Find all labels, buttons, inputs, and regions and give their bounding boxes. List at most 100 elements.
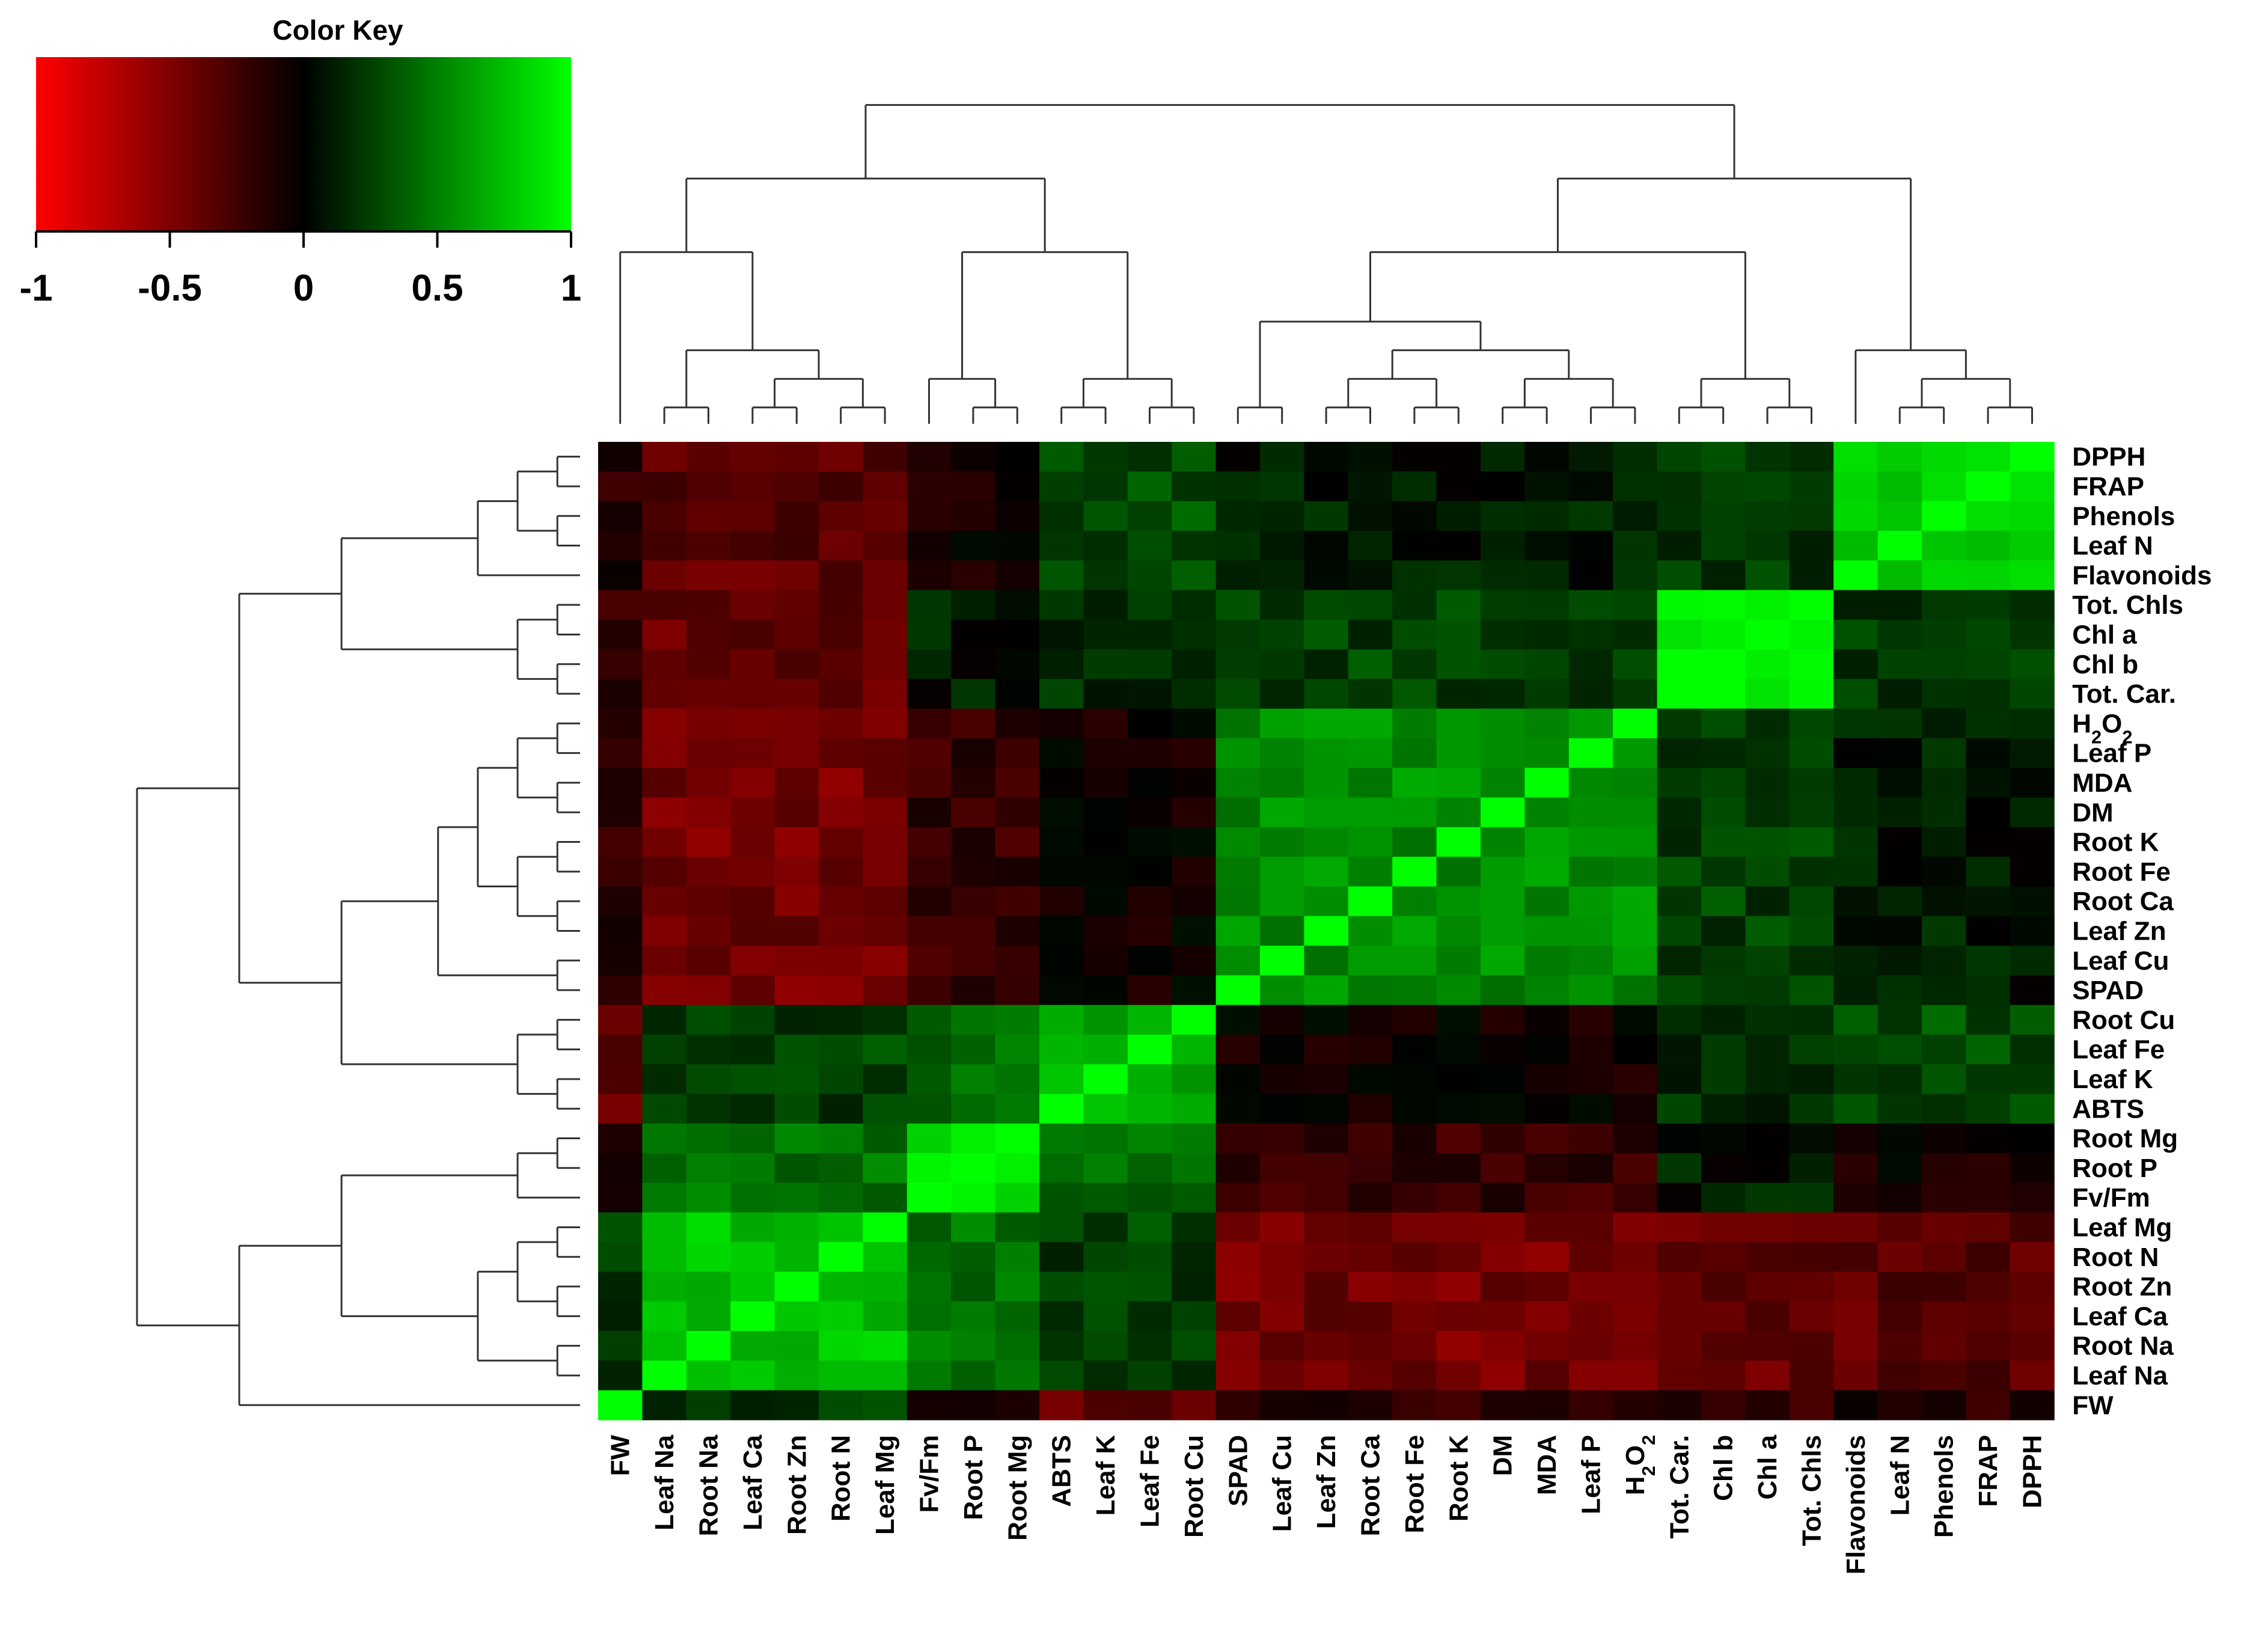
heatmap-cell	[1127, 501, 1172, 531]
heatmap-cell	[2010, 590, 2055, 620]
heatmap-cell	[1481, 649, 1525, 679]
heatmap-cell	[1215, 1271, 1261, 1302]
heatmap-cell	[995, 1360, 1040, 1391]
heatmap-cell	[1304, 1153, 1349, 1184]
heatmap-cell	[1613, 1331, 1658, 1361]
heatmap-cell	[1172, 1123, 1217, 1154]
heatmap-cell	[1215, 797, 1261, 828]
column-label: Root Fe	[1400, 1435, 1429, 1534]
heatmap-cell	[1568, 590, 1613, 620]
heatmap-cell	[1260, 708, 1304, 739]
heatmap-cell	[1613, 797, 1658, 828]
heatmap-cell	[1568, 1331, 1613, 1361]
heatmap-cell	[1966, 1035, 2011, 1065]
heatmap-cell	[1657, 1242, 1702, 1272]
heatmap-cell	[1436, 619, 1481, 650]
heatmap-cell	[1922, 1123, 1966, 1154]
heatmap-cell	[1613, 886, 1658, 917]
heatmap-cell	[1657, 1153, 1702, 1184]
heatmap-cell	[598, 1390, 643, 1421]
heatmap-cell	[1260, 530, 1304, 561]
heatmap-cell	[1568, 1064, 1613, 1095]
heatmap-cell	[863, 1005, 908, 1035]
heatmap-cell	[598, 1301, 643, 1332]
heatmap-cell	[1304, 708, 1349, 739]
heatmap-cell	[1172, 560, 1217, 591]
heatmap-cell	[1260, 768, 1304, 798]
heatmap-cell	[995, 1182, 1040, 1213]
heatmap-cell	[774, 590, 819, 620]
heatmap-cell	[1966, 827, 2011, 857]
heatmap-cell	[1392, 1271, 1437, 1302]
heatmap-cell	[1745, 975, 1790, 1006]
heatmap-cell	[598, 1005, 643, 1035]
heatmap-cell	[1524, 501, 1570, 531]
heatmap-cell	[1789, 916, 1834, 946]
heatmap-cell	[819, 590, 863, 620]
heatmap-cell	[1877, 649, 1922, 679]
heatmap-cell	[1833, 619, 1879, 650]
heatmap-cell	[951, 1123, 996, 1154]
heatmap-cell	[1348, 738, 1393, 768]
row-dendrogram	[136, 456, 580, 1406]
heatmap-cell	[1127, 530, 1172, 561]
heatmap-cell	[1657, 619, 1702, 650]
heatmap-cell	[1481, 886, 1525, 917]
heatmap-cell	[906, 1123, 952, 1154]
heatmap-cell	[1922, 1094, 1966, 1124]
heatmap-cell	[1481, 1005, 1525, 1035]
heatmap-cell	[1481, 1301, 1525, 1332]
heatmap-cell	[1039, 1005, 1084, 1035]
heatmap-cell	[906, 560, 952, 591]
heatmap-cell	[686, 590, 731, 620]
heatmap-cell	[1524, 1064, 1570, 1095]
heatmap-cell	[1745, 1064, 1790, 1095]
heatmap-cell	[774, 679, 819, 709]
heatmap-cell	[1083, 1212, 1128, 1243]
heatmap-cell	[1922, 471, 1966, 502]
heatmap-cell	[1304, 619, 1349, 650]
heatmap-cell	[1436, 1005, 1481, 1035]
heatmap-cell	[598, 1271, 643, 1302]
heatmap-cell	[1568, 560, 1613, 591]
column-label: Leaf Mg	[870, 1435, 900, 1535]
heatmap-cell	[774, 501, 819, 531]
heatmap-cell	[642, 1242, 687, 1272]
heatmap-cell	[906, 768, 952, 798]
heatmap-cell	[1481, 1390, 1525, 1421]
heatmap-cell	[863, 975, 908, 1006]
heatmap-cell	[1127, 1331, 1172, 1361]
heatmap-cell	[1039, 1390, 1084, 1421]
heatmap-cell	[1833, 1242, 1879, 1272]
heatmap-cell	[1304, 1212, 1349, 1243]
heatmap-cell	[730, 886, 775, 917]
row-label: DPPH	[2072, 442, 2145, 472]
heatmap-cell	[1745, 916, 1790, 946]
heatmap-cell	[686, 1005, 731, 1035]
heatmap-cell	[995, 501, 1040, 531]
heatmap-cell	[1215, 1242, 1261, 1272]
heatmap-cell	[1083, 1005, 1128, 1035]
heatmap-cell	[1922, 530, 1966, 561]
heatmap-cell	[1127, 1242, 1172, 1272]
heatmap-cell	[1260, 797, 1304, 828]
heatmap-cell	[774, 1094, 819, 1124]
heatmap-cell	[1524, 1094, 1570, 1124]
heatmap-cell	[1701, 442, 1746, 472]
heatmap-cell	[1481, 827, 1525, 857]
heatmap-cell	[1745, 1182, 1790, 1213]
heatmap-cell	[2010, 1301, 2055, 1332]
heatmap-cell	[1392, 1242, 1437, 1272]
heatmap-cell	[1436, 1331, 1481, 1361]
heatmap-cell	[1348, 1064, 1393, 1095]
heatmap-cell	[2010, 619, 2055, 650]
heatmap-cell	[686, 1153, 731, 1184]
heatmap-cell	[819, 1005, 863, 1035]
heatmap-cell	[1039, 1064, 1084, 1095]
heatmap-cell	[1304, 1094, 1349, 1124]
heatmap-cell	[1481, 1242, 1525, 1272]
heatmap-cell	[686, 1094, 731, 1124]
heatmap-cell	[1436, 857, 1481, 887]
heatmap-cell	[1966, 1271, 2011, 1302]
